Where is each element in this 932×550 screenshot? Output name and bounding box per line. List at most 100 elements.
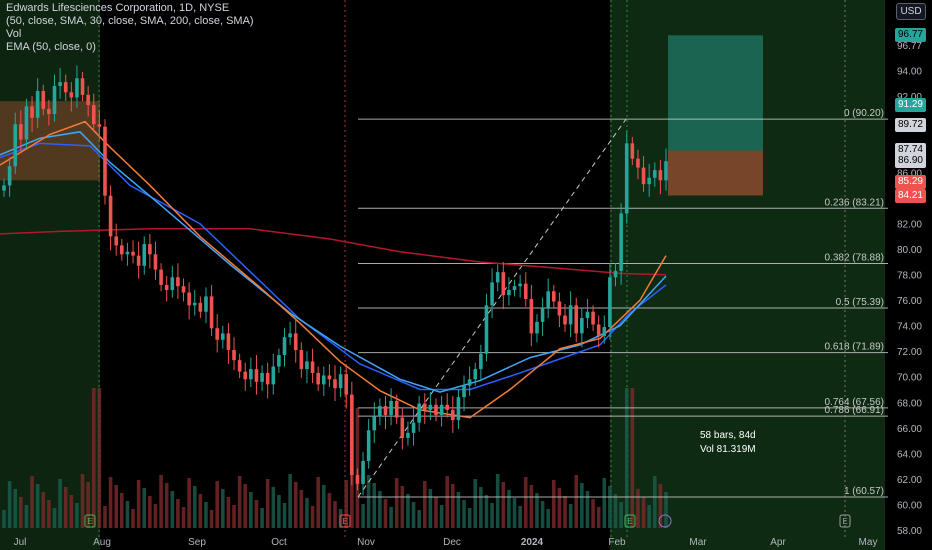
candle-body bbox=[490, 282, 494, 306]
candle-body bbox=[7, 166, 12, 186]
price-axis[interactable]: 58.00 60.00 62.00 64.00 66.00 68.00 70.00 72.00… bbox=[890, 0, 932, 550]
candle-body bbox=[316, 372, 320, 385]
ema-legend[interactable]: EMA (50, close, 0) bbox=[6, 41, 96, 53]
volume-bar bbox=[226, 497, 231, 528]
price-tick: 76.00 bbox=[897, 296, 922, 307]
candle-body bbox=[658, 170, 663, 181]
volume-bar bbox=[316, 477, 320, 528]
sma-legend[interactable]: (50, close, SMA, 30, close, SMA, 200, cl… bbox=[6, 15, 254, 27]
zone-jul bbox=[0, 0, 100, 550]
volume-legend[interactable]: Vol bbox=[6, 28, 22, 40]
volume-bar bbox=[529, 485, 534, 528]
time-tick: Jul bbox=[14, 537, 27, 548]
candle-body bbox=[512, 286, 517, 291]
fib-retracement[interactable]: 0 (90.20) 0.236 (83.21) 0.382 (78.88) 0.5 (… bbox=[357, 108, 888, 498]
candle-body bbox=[445, 404, 450, 410]
candle-body bbox=[24, 106, 29, 140]
volume-bar bbox=[535, 493, 539, 528]
volume-bar bbox=[333, 501, 337, 528]
measure-bars: 58 bars, 84d bbox=[700, 430, 756, 441]
volume-bar bbox=[97, 388, 102, 528]
candle-body bbox=[63, 82, 68, 93]
price-tick: 74.00 bbox=[897, 322, 922, 333]
candle-body bbox=[344, 374, 349, 395]
volume-bar bbox=[288, 474, 292, 528]
candle-body bbox=[630, 143, 635, 159]
price-tick: 92.00 bbox=[897, 92, 922, 103]
candle-body bbox=[86, 94, 90, 106]
candle-body bbox=[333, 379, 337, 389]
candle-body bbox=[271, 366, 276, 385]
candle-body bbox=[120, 245, 124, 255]
candle-body bbox=[136, 255, 141, 266]
candle-body bbox=[164, 284, 169, 291]
volume-bar bbox=[310, 506, 315, 528]
candle-body bbox=[159, 269, 163, 285]
candle-body bbox=[518, 283, 522, 287]
candle-body bbox=[613, 270, 618, 278]
candle-body bbox=[417, 403, 421, 423]
candle-body bbox=[209, 296, 214, 329]
drawing-tools[interactable]: 58 bars, 84d Vol 81.319M bbox=[700, 430, 756, 455]
time-axis[interactable]: Jul Aug Sep Oct Nov Dec 2024 Feb Mar Apr May E E E E bbox=[14, 514, 878, 548]
candle-body bbox=[378, 406, 382, 417]
volume-bar bbox=[602, 478, 607, 528]
volume-bar bbox=[181, 507, 186, 528]
candle-body bbox=[647, 177, 651, 185]
dividend-marker bbox=[658, 514, 672, 528]
candle-body bbox=[389, 400, 393, 416]
candle-body bbox=[563, 315, 567, 325]
volume-bar bbox=[63, 487, 68, 528]
price-tick: 96.77 bbox=[897, 41, 922, 52]
candle-body bbox=[557, 301, 562, 316]
volume-bar bbox=[260, 508, 264, 528]
candle-body bbox=[439, 404, 444, 416]
candle-body bbox=[361, 460, 365, 484]
volume-bar bbox=[58, 479, 62, 528]
volume-bar bbox=[518, 506, 522, 528]
symbol-title[interactable]: Edwards Lifesciences Corporation, 1D, NY… bbox=[6, 2, 230, 14]
candle-body bbox=[580, 318, 584, 334]
time-tick: Sep bbox=[188, 537, 206, 548]
candle-body bbox=[619, 213, 623, 271]
earnings-marker-label: E bbox=[627, 517, 632, 526]
volume-bar bbox=[490, 503, 494, 528]
sma-200-line bbox=[0, 228, 667, 276]
candle-body bbox=[19, 124, 23, 140]
candle-body bbox=[535, 321, 539, 334]
candle-body bbox=[400, 417, 405, 438]
price-tick: 82.00 bbox=[897, 220, 922, 231]
volume-bar bbox=[507, 490, 511, 528]
candle-body bbox=[652, 170, 657, 178]
sma-30-line bbox=[0, 131, 667, 393]
candle-body bbox=[501, 272, 506, 296]
price-tick: 64.00 bbox=[897, 449, 922, 460]
candle-body bbox=[170, 277, 175, 291]
fib-label: 0.382 (78.88) bbox=[825, 252, 885, 263]
volume-bar bbox=[108, 477, 113, 528]
candle-body bbox=[142, 244, 147, 266]
volume-bar bbox=[220, 489, 225, 528]
candle-body bbox=[80, 78, 85, 95]
volume-bar bbox=[551, 480, 556, 528]
volume-bar bbox=[209, 510, 214, 528]
volume-bar bbox=[523, 477, 528, 528]
candle-body bbox=[30, 106, 34, 118]
volume-bar bbox=[664, 492, 668, 528]
candle-body bbox=[406, 432, 410, 438]
volume-bar bbox=[630, 388, 635, 528]
candle-body bbox=[473, 369, 478, 380]
candle-body bbox=[479, 353, 483, 370]
currency-button[interactable]: USD bbox=[896, 3, 926, 20]
price-label: 86.90 bbox=[894, 154, 926, 169]
volume-bar bbox=[624, 388, 629, 528]
candle-body bbox=[321, 375, 326, 385]
candle-body bbox=[546, 291, 550, 308]
volume-bar bbox=[585, 491, 590, 528]
candle-body bbox=[237, 360, 242, 372]
candle-body bbox=[574, 305, 579, 334]
fib-label: 0.786 (66.91) bbox=[825, 405, 885, 416]
candle-body bbox=[176, 277, 180, 287]
candle-body bbox=[192, 302, 197, 306]
